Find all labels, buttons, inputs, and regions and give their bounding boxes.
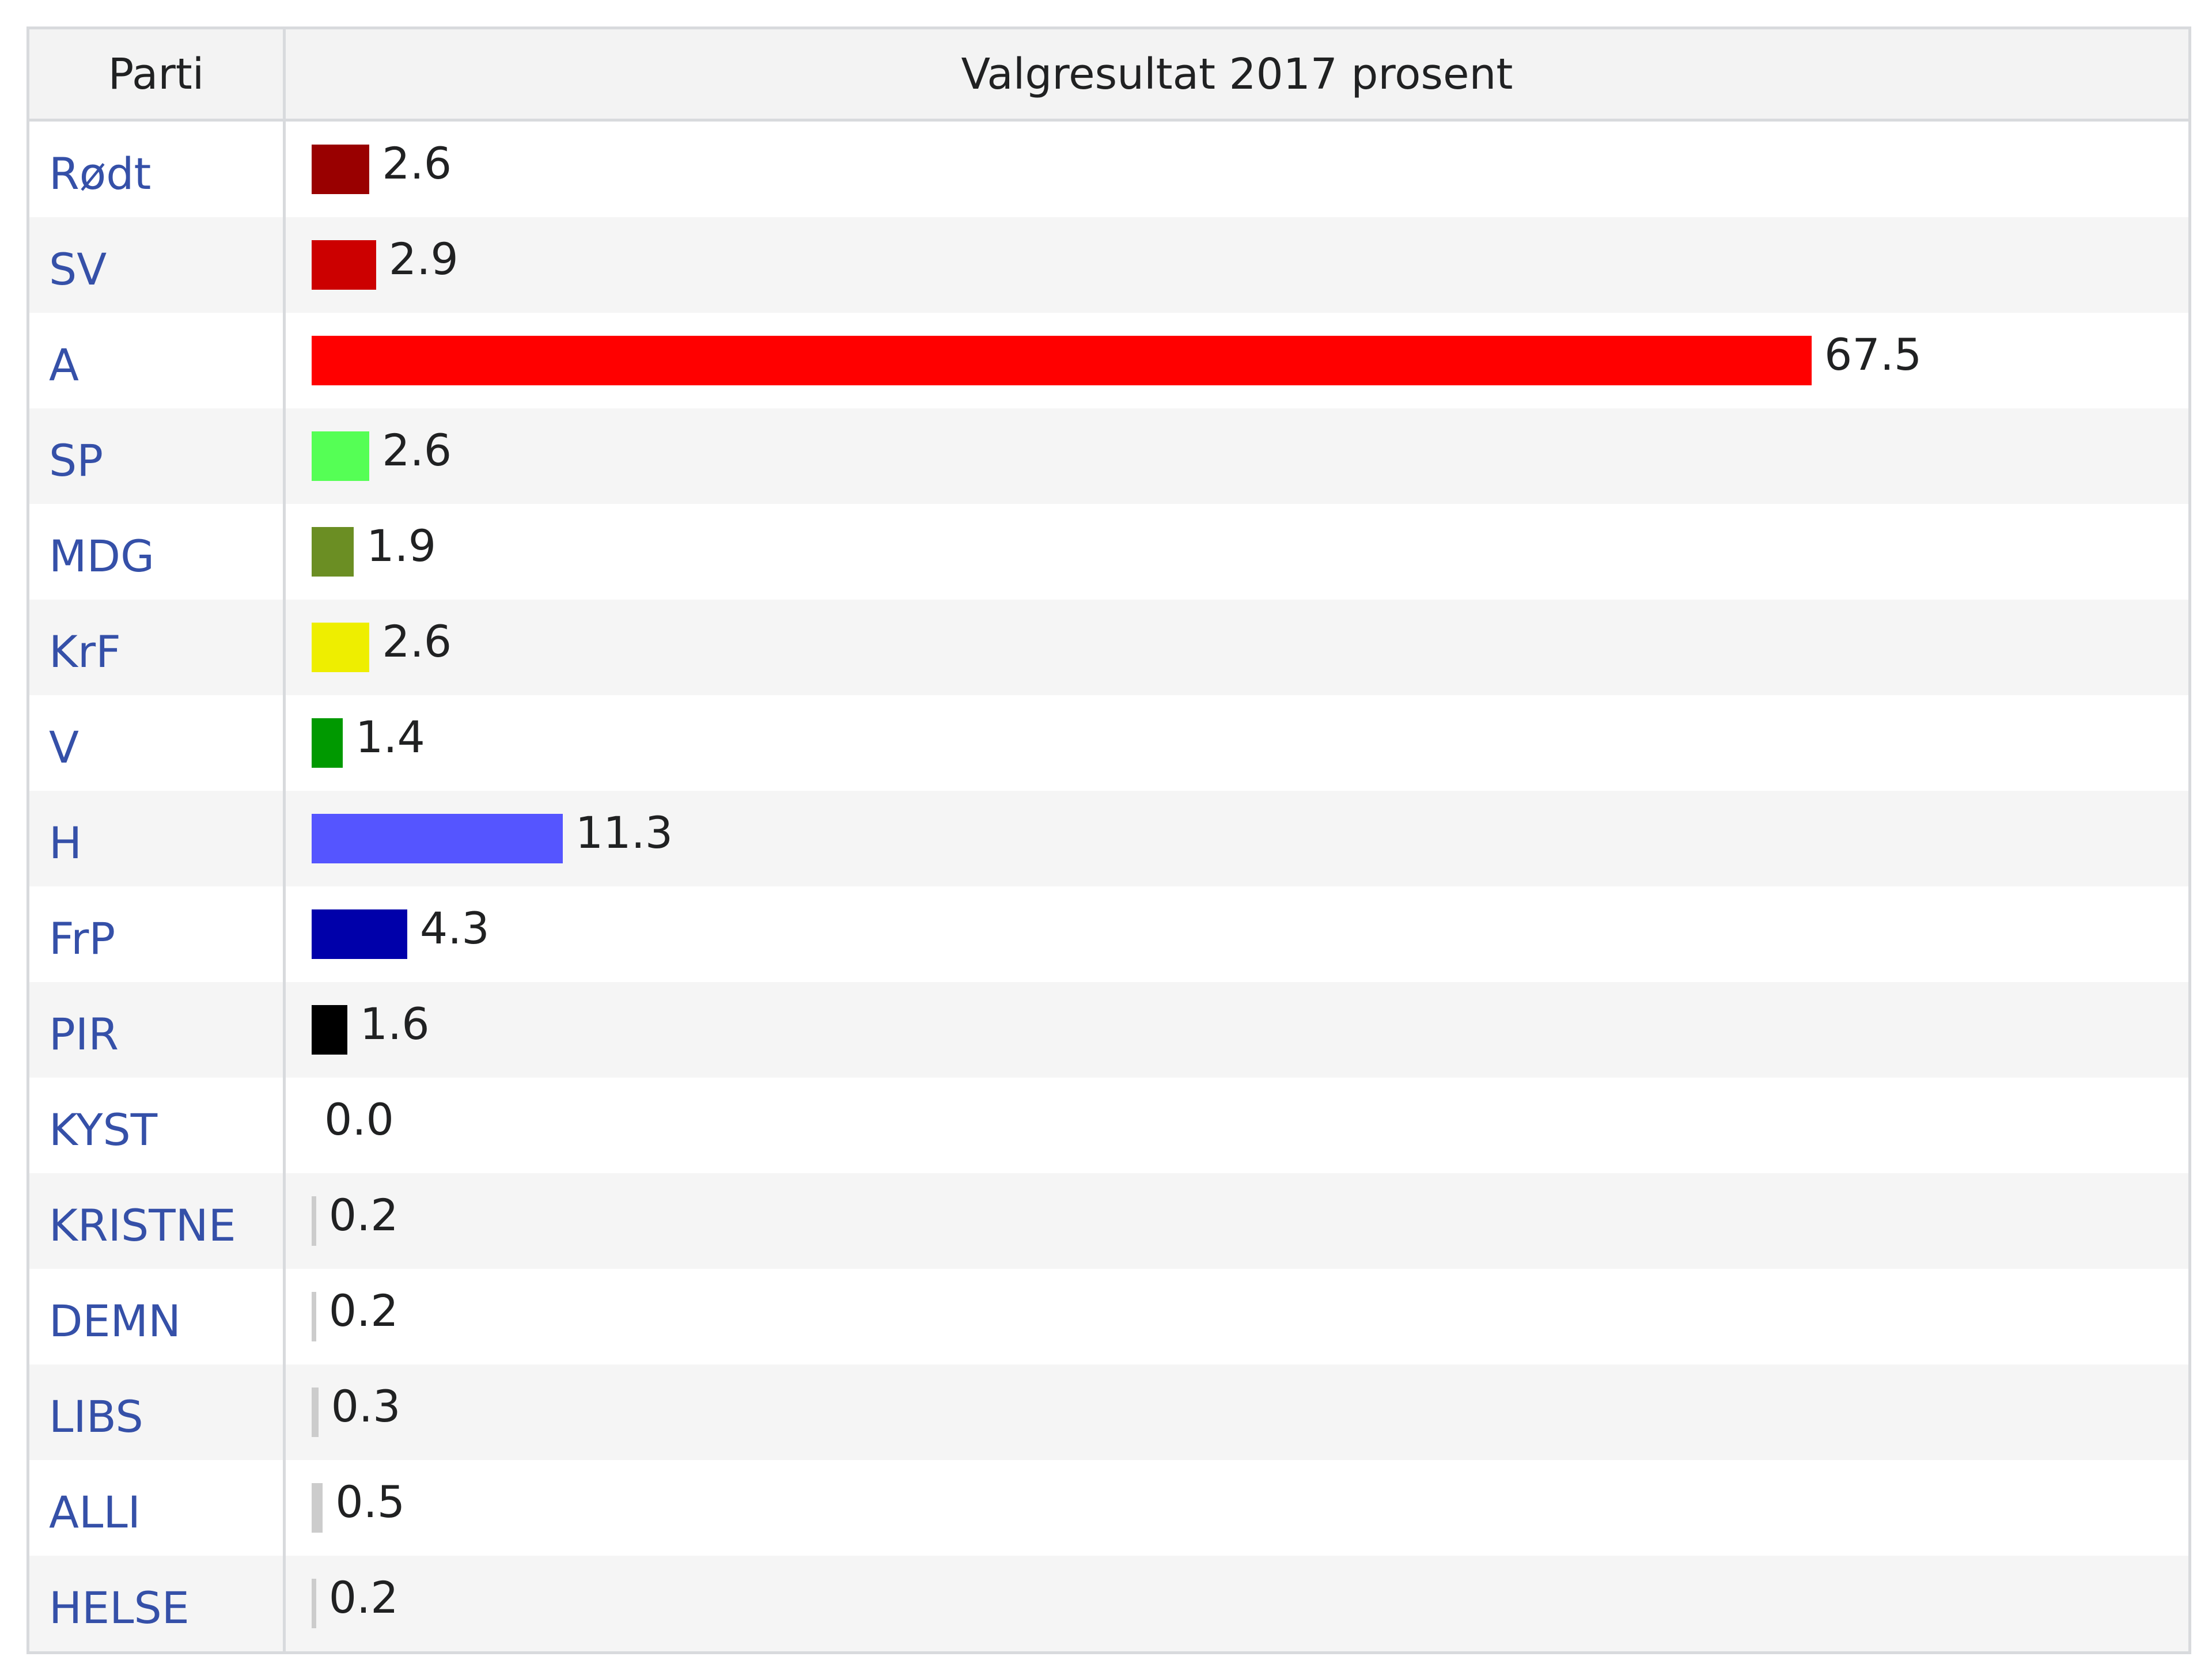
party-link[interactable]: FrP [29, 886, 286, 982]
value-cell: 2.9 [286, 217, 2188, 313]
table-row: FrP 4.3 [29, 886, 2188, 982]
bar-value-label: 4.3 [419, 902, 490, 954]
bar [312, 431, 370, 481]
table-row: KrF 2.6 [29, 600, 2188, 695]
table-row: SP 2.6 [29, 408, 2188, 504]
value-cell: 0.3 [286, 1364, 2188, 1460]
table-row: ALLI 0.5 [29, 1460, 2188, 1556]
bar [312, 623, 370, 672]
bar-value-label: 2.6 [382, 424, 452, 476]
party-link[interactable]: SV [29, 217, 286, 313]
table-row: HELSE 0.2 [29, 1556, 2188, 1651]
bar [312, 1292, 316, 1341]
bar-value-label: 2.9 [388, 233, 459, 285]
value-cell: 0.0 [286, 1078, 2188, 1173]
value-cell: 1.4 [286, 695, 2188, 791]
value-cell: 2.6 [286, 122, 2188, 217]
party-link[interactable]: MDG [29, 504, 286, 600]
party-link[interactable]: DEMN [29, 1269, 286, 1364]
party-link[interactable]: Rødt [29, 122, 286, 217]
bar-value-label: 0.2 [328, 1189, 399, 1241]
party-link[interactable]: KrF [29, 600, 286, 695]
header-party: Parti [29, 29, 286, 119]
value-cell: 0.5 [286, 1460, 2188, 1556]
bar-value-label: 0.2 [328, 1284, 399, 1336]
bar [312, 1005, 347, 1055]
bar [312, 145, 370, 194]
party-link[interactable]: PIR [29, 982, 286, 1078]
value-cell: 4.3 [286, 886, 2188, 982]
table-row: H 11.3 [29, 791, 2188, 886]
bar [312, 240, 376, 290]
bar [312, 1483, 323, 1533]
bar [312, 336, 1812, 385]
table-header-row: Parti Valgresultat 2017 prosent [29, 29, 2188, 122]
bar [312, 909, 407, 959]
table-row: A 67.5 [29, 313, 2188, 408]
value-cell: 2.6 [286, 600, 2188, 695]
party-link[interactable]: SP [29, 408, 286, 504]
bar-value-label: 2.6 [382, 615, 452, 667]
bar [312, 527, 354, 577]
table-row: MDG 1.9 [29, 504, 2188, 600]
value-cell: 11.3 [286, 791, 2188, 886]
table-row: Rødt 2.6 [29, 122, 2188, 217]
value-cell: 1.6 [286, 982, 2188, 1078]
table-row: V 1.4 [29, 695, 2188, 791]
party-link[interactable]: ALLI [29, 1460, 286, 1556]
party-link[interactable]: H [29, 791, 286, 886]
bar-value-label: 0.0 [324, 1093, 394, 1145]
table-row: KRISTNE 0.2 [29, 1173, 2188, 1269]
header-value: Valgresultat 2017 prosent [961, 49, 1513, 99]
table-row: LIBS 0.3 [29, 1364, 2188, 1460]
bar [312, 1388, 319, 1437]
table-row: SV 2.9 [29, 217, 2188, 313]
table-row: KYST 0.0 [29, 1078, 2188, 1173]
table-body: Rødt 2.6 SV 2.9 A 67.5 SP 2.6 MDG 1.9 KrF 2.6 V 1.4 H 1… [29, 122, 2188, 1651]
party-link[interactable]: V [29, 695, 286, 791]
value-cell: 0.2 [286, 1269, 2188, 1364]
bar-value-label: 2.6 [382, 137, 452, 189]
value-cell: 67.5 [286, 313, 2188, 408]
party-link[interactable]: LIBS [29, 1364, 286, 1460]
bar-value-label: 1.4 [355, 711, 425, 763]
bar [312, 814, 563, 863]
bar [312, 718, 343, 768]
party-link[interactable]: HELSE [29, 1556, 286, 1651]
party-link[interactable]: KYST [29, 1078, 286, 1173]
party-link[interactable]: A [29, 313, 286, 408]
bar-value-label: 1.6 [359, 998, 430, 1049]
bar-value-label: 67.5 [1824, 328, 1922, 380]
bar-value-label: 0.3 [331, 1380, 401, 1432]
bar [312, 1196, 316, 1246]
value-cell: 0.2 [286, 1173, 2188, 1269]
bar-value-label: 0.5 [335, 1476, 406, 1527]
value-cell: 0.2 [286, 1556, 2188, 1651]
party-link[interactable]: KRISTNE [29, 1173, 286, 1269]
table-row: PIR 1.6 [29, 982, 2188, 1078]
value-cell: 1.9 [286, 504, 2188, 600]
bar-value-label: 1.9 [366, 520, 437, 571]
table-row: DEMN 0.2 [29, 1269, 2188, 1364]
results-table: Parti Valgresultat 2017 prosent Rødt 2.6 S… [26, 26, 2191, 1654]
bar [312, 1579, 316, 1628]
bar-value-label: 11.3 [575, 806, 673, 858]
value-cell: 2.6 [286, 408, 2188, 504]
bar-value-label: 0.2 [328, 1571, 399, 1623]
